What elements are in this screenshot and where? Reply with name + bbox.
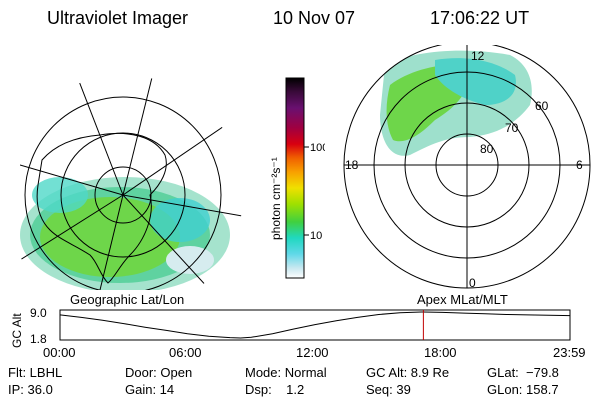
right-map-label: Apex MLat/MLT — [417, 292, 508, 307]
status-seq: Seq: 39 — [366, 382, 411, 397]
status-glon: GLon: 158.7 — [487, 382, 559, 397]
colorbar-tick-100: 100 — [310, 142, 325, 154]
x-tick-0000: 00:00 — [43, 345, 76, 360]
altitude-series-line — [59, 311, 571, 339]
geographic-map — [20, 75, 243, 290]
mlt-label-0: 0 — [469, 276, 476, 290]
mlat-label-60: 60 — [535, 99, 549, 113]
x-tick-1200: 12:00 — [296, 345, 329, 360]
mlt-label-12: 12 — [471, 49, 485, 63]
x-tick-1800: 18:00 — [424, 345, 457, 360]
status-gain: Gain: 14 — [125, 382, 175, 397]
chart-ytick-bottom: 1.8 — [30, 332, 47, 346]
chart-ytick-top: 9.0 — [30, 306, 47, 320]
mlat-label-80: 80 — [480, 142, 494, 156]
observation-time: 17:06:22 UT — [430, 8, 530, 28]
status-filter: Flt: LBHL — [8, 365, 63, 380]
status-ip: IP: 36.0 — [8, 382, 53, 397]
status-glat: GLat: −79.8 — [487, 365, 559, 380]
instrument-title: Ultraviolet Imager — [47, 8, 189, 28]
mlat-label-70: 70 — [505, 121, 519, 135]
mlat-mlt-map: 12 18 6 0 60 70 80 — [343, 45, 591, 290]
status-door: Door: Open — [125, 365, 193, 380]
mlt-label-18: 18 — [345, 158, 359, 172]
mlt-label-6: 6 — [576, 158, 583, 172]
status-dsp: Dsp: 1.2 — [245, 382, 305, 397]
observation-date: 10 Nov 07 — [273, 8, 356, 28]
chart-frame — [59, 309, 571, 341]
colorbar-unit-label: photon cm⁻²s⁻¹ — [269, 157, 283, 240]
colorbar-scale — [285, 77, 305, 279]
left-map-label: Geographic Lat/Lon — [70, 292, 185, 307]
colorbar-tick-10: 10 — [310, 230, 322, 242]
status-gc-alt: GC Alt: 8.9 Re — [366, 365, 450, 380]
chart-ylabel: GC Alt — [10, 313, 24, 348]
status-mode: Mode: Normal — [245, 365, 327, 380]
x-tick-0600: 06:00 — [169, 345, 202, 360]
x-tick-2359: 23:59 — [553, 345, 586, 360]
altitude-timeline-chart: GC Alt 9.0 1.8 — [10, 306, 571, 348]
colorbar: 100 10 photon cm⁻²s⁻¹ — [269, 77, 325, 279]
